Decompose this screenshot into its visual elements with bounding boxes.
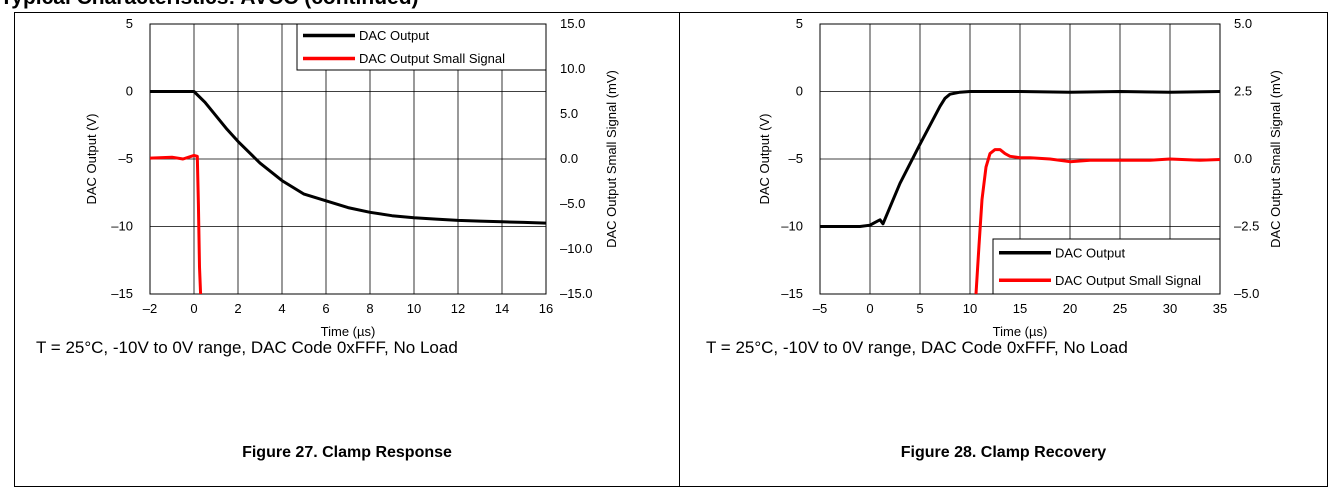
x-tick-label: 30	[1163, 301, 1177, 316]
y-tick-label: –5	[789, 151, 803, 166]
y-tick-label: 5	[796, 16, 803, 31]
legend-box	[296, 23, 547, 71]
y-axis-label: DAC Output (V)	[84, 113, 99, 204]
x-tick-label: 35	[1213, 301, 1227, 316]
y2-tick-label: 5.0	[560, 106, 578, 121]
y2-tick-label: –10.0	[560, 241, 593, 256]
figure-28-caption: Figure 28. Clamp Recovery	[900, 444, 1107, 461]
series-line-dac-output	[820, 90, 1220, 228]
x-tick-label: 0	[190, 301, 197, 316]
y-tick-label: –10	[111, 219, 133, 234]
y2-tick-label: 15.0	[560, 16, 585, 31]
y2-tick-label: –2.5	[1234, 219, 1259, 234]
legend-label: DAC Output	[359, 28, 429, 43]
series-line-dac-output-small-signal	[974, 148, 1220, 294]
y-tick-label: –15	[781, 286, 803, 301]
x-tick-label: 0	[866, 301, 873, 316]
y2-tick-label: 5.0	[1234, 16, 1252, 31]
y-tick-label: –15	[111, 286, 133, 301]
y-tick-label: 5	[126, 16, 133, 31]
series-line-dac-output-small-signal	[150, 153, 203, 294]
y-tick-label: 0	[796, 84, 803, 99]
y2-tick-label: 2.5	[1234, 84, 1252, 99]
x-tick-label: 15	[1013, 301, 1027, 316]
series-line-dac-output	[150, 90, 546, 225]
x-tick-label: 10	[407, 301, 421, 316]
y2-tick-label: 0.0	[560, 151, 578, 166]
x-tick-label: 2	[234, 301, 241, 316]
y2-tick-label: 0.0	[1234, 151, 1252, 166]
y2-axis-label: DAC Output Small Signal (mV)	[604, 70, 619, 248]
legend-label: DAC Output Small Signal	[359, 51, 505, 66]
y2-tick-label: –15.0	[560, 286, 593, 301]
x-tick-label: 25	[1113, 301, 1127, 316]
figure-27-caption: Figure 27. Clamp Response	[242, 444, 452, 461]
section-header: Typical Characteristics: AVCC (continued…	[0, 0, 419, 10]
x-tick-label: 12	[451, 301, 465, 316]
x-tick-label: 16	[539, 301, 553, 316]
x-axis-label: Time (µs)	[321, 324, 376, 339]
y-axis-label: DAC Output (V)	[757, 113, 772, 204]
x-tick-label: 8	[366, 301, 373, 316]
y2-axis-label: DAC Output Small Signal (mV)	[1268, 70, 1283, 248]
y2-tick-label: 10.0	[560, 61, 585, 76]
legend-label: DAC Output Small Signal	[1055, 273, 1201, 288]
x-tick-label: 10	[963, 301, 977, 316]
x-tick-label: 4	[278, 301, 285, 316]
legend-box	[992, 238, 1221, 295]
test-conditions-right: T = 25°C, -10V to 0V range, DAC Code 0xF…	[706, 338, 1128, 357]
y2-tick-label: –5.0	[560, 196, 585, 211]
y2-tick-label: –5.0	[1234, 286, 1259, 301]
x-tick-label: –5	[813, 301, 827, 316]
x-tick-label: 14	[495, 301, 509, 316]
x-axis-label: Time (µs)	[993, 324, 1048, 339]
legend-label: DAC Output	[1055, 245, 1125, 260]
x-tick-label: –2	[143, 301, 157, 316]
x-tick-label: 5	[916, 301, 923, 316]
y-tick-label: 0	[126, 84, 133, 99]
y-tick-label: –10	[781, 219, 803, 234]
x-tick-label: 20	[1063, 301, 1077, 316]
test-conditions-left: T = 25°C, -10V to 0V range, DAC Code 0xF…	[36, 338, 458, 357]
y-tick-label: –5	[119, 151, 133, 166]
x-tick-label: 6	[322, 301, 329, 316]
